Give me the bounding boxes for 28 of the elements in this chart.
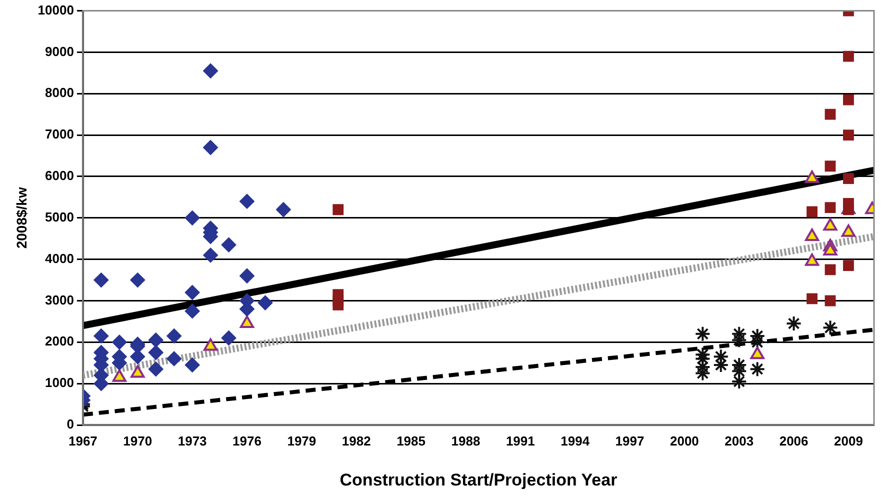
x-axis-title: Construction Start/Projection Year (340, 470, 618, 490)
y-tick-label: 5000 (45, 209, 74, 224)
y-axis-title: 2008$/kw (13, 187, 30, 249)
x-tick-label: 1988 (451, 433, 480, 448)
y-tick-label: 4000 (45, 250, 74, 266)
y-tick-label: 0 (66, 416, 74, 432)
x-tick-label: 2009 (834, 433, 863, 448)
x-tick-label: 2006 (779, 433, 808, 448)
x-tick-label: 1967 (68, 433, 98, 448)
y-tick-label: 1000 (45, 375, 74, 390)
x-tick-label: 1994 (560, 433, 590, 448)
x-tick-label: 2000 (670, 433, 699, 448)
x-tick-label: 1982 (342, 433, 371, 448)
x-tick-label: 1979 (287, 433, 316, 448)
x-tick-label: 2003 (724, 433, 754, 448)
y-tick-label: 3000 (45, 292, 74, 308)
x-tick-label: 1973 (178, 433, 207, 448)
y-tick-label: 6000 (45, 168, 74, 184)
y-tick-label: 9000 (45, 44, 74, 59)
y-tick-label: 8000 (45, 85, 74, 100)
x-tick-label: 1985 (396, 433, 426, 448)
y-tick-label: 10000 (38, 2, 74, 18)
y-tick-label: 2000 (45, 334, 74, 349)
x-tick-label: 1976 (232, 433, 262, 448)
y-tick-label: 7000 (45, 126, 74, 142)
x-tick-label: 1997 (615, 433, 644, 448)
x-tick-label: 1991 (506, 433, 535, 448)
x-tick-label: 1970 (123, 433, 152, 448)
